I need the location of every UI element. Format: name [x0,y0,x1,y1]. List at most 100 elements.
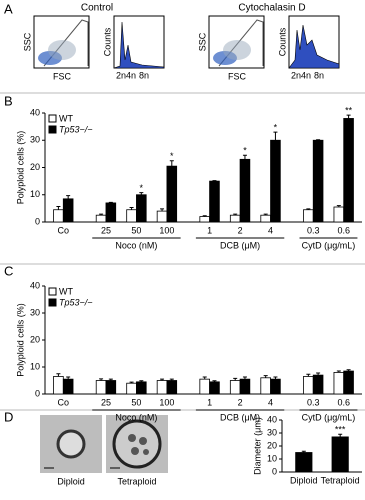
x-tick-label: 50 [131,225,141,235]
x-tick-label: 0.6 [337,397,350,407]
y-axis-label: Polyploid cells (%) [15,131,25,205]
error-bar [160,208,165,212]
error-bar [212,380,217,382]
bar [333,206,345,223]
bar [260,214,271,223]
error-bar [99,213,104,216]
x-tick-label: Diploid [290,475,318,485]
bar [105,202,117,223]
x-tick-label: 4 [268,225,273,235]
nucleus [131,447,139,455]
bar [156,210,168,223]
error-bar [169,378,174,381]
error-bar [99,378,104,381]
legend-label: Tp53−/− [59,297,93,307]
nucleus [143,449,149,455]
micrograph-label: Diploid [57,476,85,486]
x-tick-label: 25 [101,225,111,235]
y-tick-label: 20 [30,162,40,172]
error-bar [346,369,351,372]
bar [53,209,64,223]
panel-label: B [4,93,13,108]
bar [62,198,74,223]
bar [62,378,74,395]
group-label: Noco (nM) [115,412,157,422]
y-axis-label: Polyploid cells (%) [15,303,25,377]
error-bar [129,381,134,384]
y-tick-label: 30 [30,135,40,145]
x-tick-label: 100 [159,225,174,235]
y-axis-label: Diameter (μm) [252,417,262,475]
x-tick-label: Co [58,397,70,407]
error-bar [160,378,165,381]
group-label: CytD (μg/mL) [302,240,356,250]
error-bar [338,433,343,437]
error-bar [306,208,311,210]
y-tick-label: 10 [267,453,277,463]
bar [199,378,210,395]
group-label: DCB (μM) [220,412,260,422]
bar [312,374,324,395]
legend-swatch [48,287,57,296]
error-bar [316,372,321,376]
x-tick-label: Co [58,225,70,235]
legend-label: WT [59,286,73,296]
bar [260,377,271,395]
significance: * [274,122,278,132]
error-bar [139,192,144,195]
error-bar [273,131,278,141]
error-bar [336,205,341,208]
error-bar [129,207,134,210]
significance: *** [335,425,346,435]
error-bar [56,205,61,210]
bar [136,194,147,223]
nucleus [139,437,147,445]
bar [95,214,107,223]
bar [229,214,241,223]
error-bar [66,376,71,380]
significance: * [140,183,144,193]
x-tick-label: 0.3 [307,397,320,407]
axis-label: 2n4n [291,70,311,80]
error-bar [263,375,268,378]
bar [270,378,281,395]
error-bar [316,139,321,141]
significance: * [170,151,174,161]
x-tick-label: 2 [238,397,243,407]
axis-label: Counts [102,27,112,56]
panel-label: A [4,1,13,16]
group-label: Noco (nM) [115,240,157,250]
bar [156,380,168,395]
y-tick-label: 40 [30,280,40,290]
x-tick-label: 50 [131,397,141,407]
bar [270,139,281,223]
bar [239,378,251,395]
population [48,40,76,60]
axis-label: 8n [314,70,324,80]
nucleus [128,434,136,442]
error-bar [346,114,351,119]
axis-label: FSC [228,71,247,81]
y-tick-label: 10 [30,189,40,199]
bar [209,180,220,223]
error-bar [233,213,238,216]
micrograph-label: Tetraploid [117,476,156,486]
axis-label: SSC [197,32,207,51]
legend-swatch [48,125,57,134]
histogram [113,21,165,69]
legend-swatch [48,114,57,123]
error-bar [306,373,311,377]
flow-title: Control [81,3,113,14]
significance: ** [345,106,353,116]
bar [53,376,64,395]
bar [312,139,324,223]
error-bar [108,201,113,203]
bar [343,118,354,223]
flow-title: Cytochalasin D [238,3,305,14]
error-bar [108,378,113,381]
y-tick-label: 20 [267,440,277,450]
bar [105,380,117,395]
bar [136,381,147,395]
cell [112,419,162,469]
